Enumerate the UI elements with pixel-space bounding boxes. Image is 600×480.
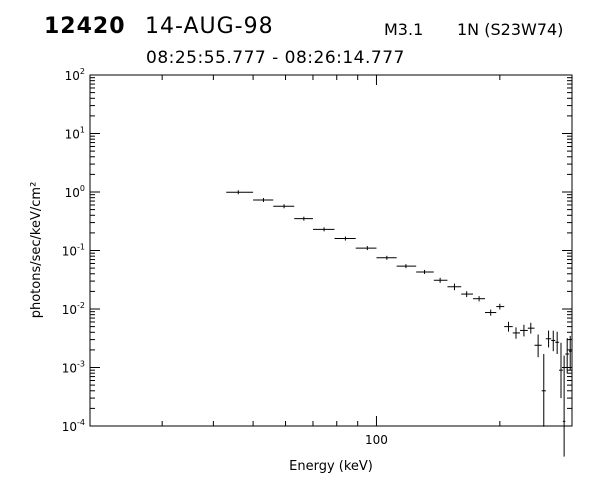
data-point xyxy=(294,216,313,221)
data-point xyxy=(226,190,254,195)
data-point xyxy=(562,355,566,457)
data-point xyxy=(496,303,505,310)
data-point xyxy=(312,227,335,232)
data-point xyxy=(555,331,560,355)
data-point xyxy=(416,269,434,274)
data-point xyxy=(396,264,417,269)
event-id: 12420 xyxy=(44,14,126,39)
y-axis-label: photons/sec/keV/cm² xyxy=(29,182,44,319)
data-point xyxy=(334,236,356,241)
data-point xyxy=(545,330,552,348)
y-tick-label: 10-2 xyxy=(62,301,85,317)
flare-class: M3.1 xyxy=(384,20,424,39)
data-point xyxy=(484,309,497,316)
data-point xyxy=(569,335,572,371)
data-point xyxy=(541,354,546,427)
y-tick-label: 10-1 xyxy=(62,243,85,259)
data-point xyxy=(520,324,528,337)
data-point xyxy=(534,334,542,358)
data-point xyxy=(504,321,513,332)
data-point xyxy=(565,338,570,374)
y-tick-label: 102 xyxy=(65,67,85,83)
data-point xyxy=(472,296,485,302)
time-range: 08:25:55.777 - 08:26:14.777 xyxy=(146,48,405,68)
x-tick-label: 100 xyxy=(365,433,388,447)
x-axis-label: Energy (keV) xyxy=(289,459,373,474)
data-point xyxy=(527,322,535,334)
y-tick-label: 10-4 xyxy=(62,418,85,434)
plot-frame xyxy=(89,74,573,427)
data-point xyxy=(559,342,563,399)
data-point xyxy=(512,327,521,339)
data-point xyxy=(551,330,556,352)
data-point xyxy=(355,246,377,251)
y-tick-label: 101 xyxy=(65,126,85,142)
data-point xyxy=(253,197,274,202)
y-tick-label: 100 xyxy=(65,184,85,200)
data-point xyxy=(433,277,448,283)
event-date: 14-AUG-98 xyxy=(145,14,274,39)
data-point xyxy=(273,204,295,209)
data-point xyxy=(447,283,462,291)
data-point xyxy=(376,255,397,260)
data-point xyxy=(461,291,473,298)
flare-location: 1N (S23W74) xyxy=(457,20,564,39)
y-tick-label: 10-3 xyxy=(62,360,85,376)
